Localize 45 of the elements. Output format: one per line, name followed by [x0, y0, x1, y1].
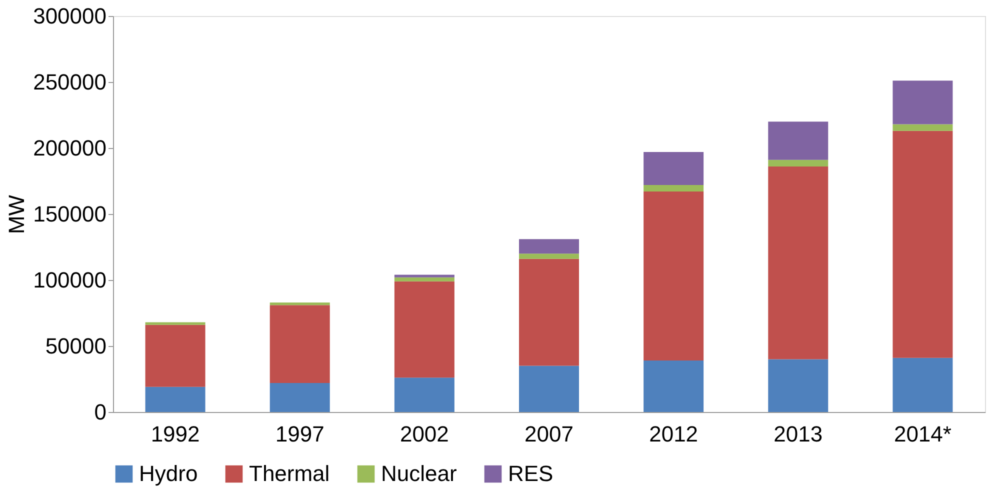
bar [145, 324, 206, 387]
legend-label: RES [508, 461, 554, 486]
y-tick-label: 200000 [33, 136, 106, 160]
y-tick-label: 50000 [45, 334, 106, 358]
y-tick-label: 300000 [33, 4, 106, 28]
y-axis-title: MW [4, 194, 30, 234]
bar [644, 184, 704, 192]
bar [270, 382, 330, 412]
x-tick-label: 1992 [150, 422, 200, 446]
bar [892, 358, 953, 412]
y-tick-label: 0 [94, 400, 106, 424]
legend-label: Nuclear [381, 461, 457, 486]
bar [768, 166, 828, 360]
bar [394, 274, 454, 278]
x-tick-label: 2002 [400, 422, 449, 446]
y-tick-label: 150000 [33, 202, 106, 226]
bar [644, 360, 704, 412]
legend-label: Thermal [249, 461, 330, 486]
x-tick-label: 2013 [774, 422, 823, 446]
bar [519, 258, 579, 366]
bar [644, 192, 704, 361]
bar [394, 281, 454, 378]
bar [519, 239, 579, 254]
bar [145, 322, 206, 325]
bar [270, 305, 330, 383]
bar [892, 80, 953, 124]
bar [892, 130, 953, 358]
x-tick-label: 2012 [649, 422, 698, 446]
legend-label: Hydro [139, 461, 198, 486]
y-tick-label: 100000 [33, 268, 106, 292]
bar [394, 378, 454, 412]
bar [768, 122, 828, 160]
bar [519, 366, 579, 412]
bar [768, 160, 828, 166]
bar [394, 277, 454, 282]
bar [768, 359, 828, 412]
bar [270, 302, 330, 306]
x-tick-label: 1997 [275, 422, 324, 446]
x-tick-label: 2007 [524, 422, 574, 446]
bar [892, 124, 953, 131]
x-tick-label: 2014* [894, 422, 952, 446]
bar [145, 386, 206, 412]
bar [644, 152, 704, 185]
bar [519, 254, 579, 259]
y-tick-label: 250000 [33, 70, 106, 94]
